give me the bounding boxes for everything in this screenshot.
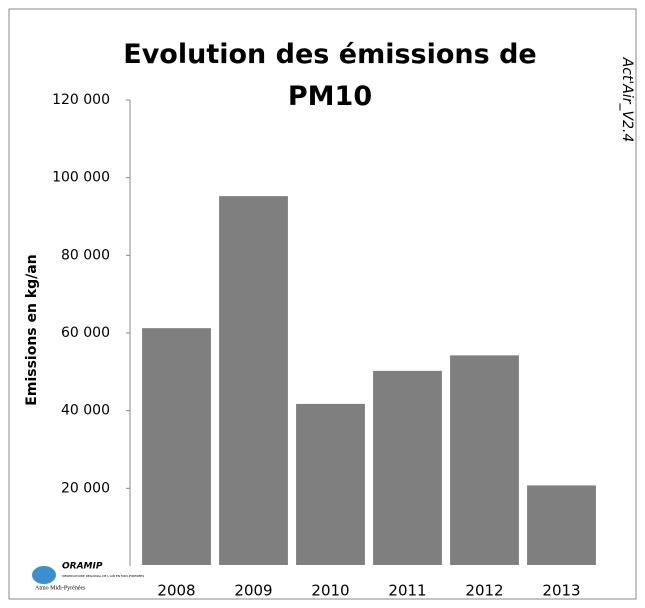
x-tick-label: 2009 — [234, 582, 272, 600]
x-tick-label: 2013 — [542, 582, 580, 600]
bar — [525, 483, 598, 568]
y-tick-label: 100 000 — [52, 170, 110, 186]
y-tick-label: 60 000 — [61, 325, 110, 341]
y-tick-label: 20 000 — [61, 480, 110, 496]
bar — [217, 194, 290, 567]
logo-icon — [32, 566, 56, 584]
y-tick-label: 80 000 — [61, 247, 110, 263]
y-tick-label: 40 000 — [61, 403, 110, 419]
x-tick-label: 2010 — [311, 582, 349, 600]
y-axis-label: Emissions en kg/an — [24, 254, 40, 405]
logo: ORAMIP OBSERVATOIRE RÉGIONAL DE L'AIR EN… — [32, 562, 144, 591]
x-tick-label: 2011 — [388, 582, 426, 600]
bar — [448, 353, 521, 567]
version-label: Act'Air_V2.4 — [619, 57, 635, 143]
chart-title: Evolution des émissions de PM10 — [123, 39, 537, 112]
bar — [294, 401, 367, 567]
logo-subtitle: OBSERVATOIRE RÉGIONAL DE L'AIR EN MIDI-P… — [62, 573, 144, 578]
logo-name: ORAMIP — [62, 562, 103, 572]
x-tick-label: 2008 — [157, 582, 195, 600]
bar — [371, 368, 444, 567]
bar — [140, 326, 213, 567]
y-tick-label: 120 000 — [52, 92, 110, 108]
x-tick-label: 2012 — [465, 582, 503, 600]
logo-caption: Atmo Midi-Pyrénées — [35, 585, 86, 591]
